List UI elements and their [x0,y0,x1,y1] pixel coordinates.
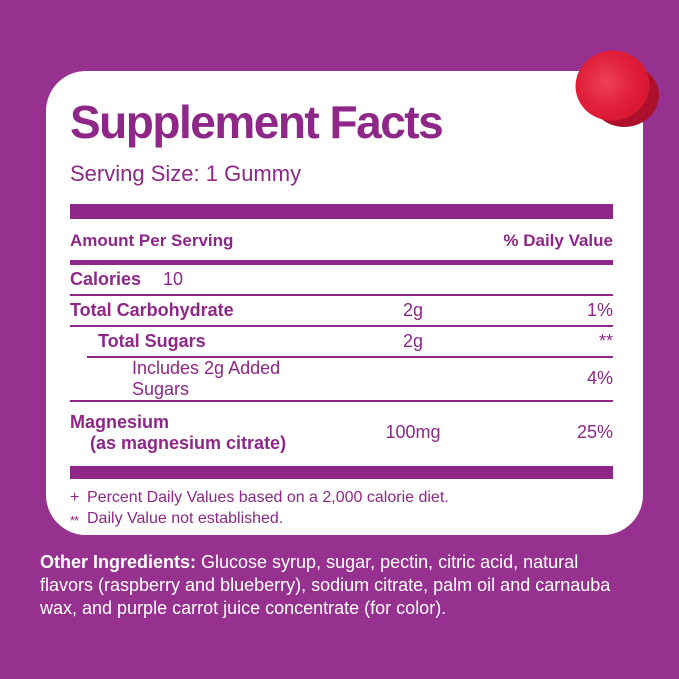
nutrient-daily-value: 4% [586,368,613,389]
nutrient-daily-value: ** [598,330,613,351]
other-ingredients-list: Glucose syrup, sugar, pectin, citric aci… [40,552,611,618]
serving-size-text: Serving Size: 1 Gummy [70,160,302,186]
total-carbohydrate-row: Total Carbohydrate 2g 1% [70,296,613,327]
nutrient-name: Includes 2g Added Sugars [132,357,281,399]
calories-row: Calories 10 [70,265,613,296]
added-sugars-row: Includes 2g Added Sugars 4% [70,358,613,402]
nutrient-name: Magnesium (as magnesium citrate) [70,412,328,454]
footnote-daily-values: + Percent Daily Values based on a 2,000 … [70,487,613,508]
footnote-text: Percent Daily Values based on a 2,000 ca… [87,488,449,506]
divider-thick-top [70,203,613,219]
amount-per-serving-header: Amount Per Serving [70,230,234,250]
nutrient-name: Total Carbohydrate [70,299,234,320]
magnesium-row: Magnesium (as magnesium citrate) 100mg 2… [70,402,613,466]
double-asterisk-marker: ** [70,512,79,528]
calories-label: Calories [70,268,142,289]
nutrient-amount: 2g [402,330,424,351]
footnote-not-established: ** Daily Value not established. [70,508,613,531]
nutrient-daily-value: 25% [576,422,613,443]
footnote-text: Daily Value not established. [87,509,284,527]
daily-value-header: % Daily Value [503,230,613,250]
nutrient-amount: 2g [402,299,424,320]
other-ingredients-text: Other Ingredients: Glucose syrup, sugar,… [40,551,615,620]
column-header-row: Amount Per Serving % Daily Value [70,219,613,265]
panel-title: Supplement Facts [70,96,444,148]
red-gummy-image [570,45,664,134]
plus-marker: + [70,488,80,506]
supplement-facts-panel: Supplement Facts Serving Size: 1 Gummy A… [46,71,643,535]
footnotes-section: + Percent Daily Values based on a 2,000 … [70,487,613,531]
divider-thick-bottom [70,465,613,479]
magnesium-source-detail: (as magnesium citrate) [90,432,287,453]
nutrient-name: Total Sugars [98,330,206,351]
total-sugars-row: Total Sugars 2g ** [87,327,613,358]
nutrient-amount: 100mg [385,422,441,443]
nutrient-daily-value: 1% [586,299,613,320]
other-ingredients-label: Other Ingredients: [40,552,197,572]
magnesium-label: Magnesium [70,411,170,432]
calories-value: 10 [163,268,184,289]
